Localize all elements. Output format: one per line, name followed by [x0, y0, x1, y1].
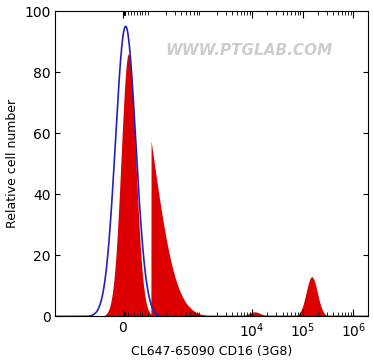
- Y-axis label: Relative cell number: Relative cell number: [6, 99, 19, 228]
- X-axis label: CL647-65090 CD16 (3G8): CL647-65090 CD16 (3G8): [131, 345, 292, 359]
- Text: WWW.PTGLAB.COM: WWW.PTGLAB.COM: [166, 43, 333, 58]
